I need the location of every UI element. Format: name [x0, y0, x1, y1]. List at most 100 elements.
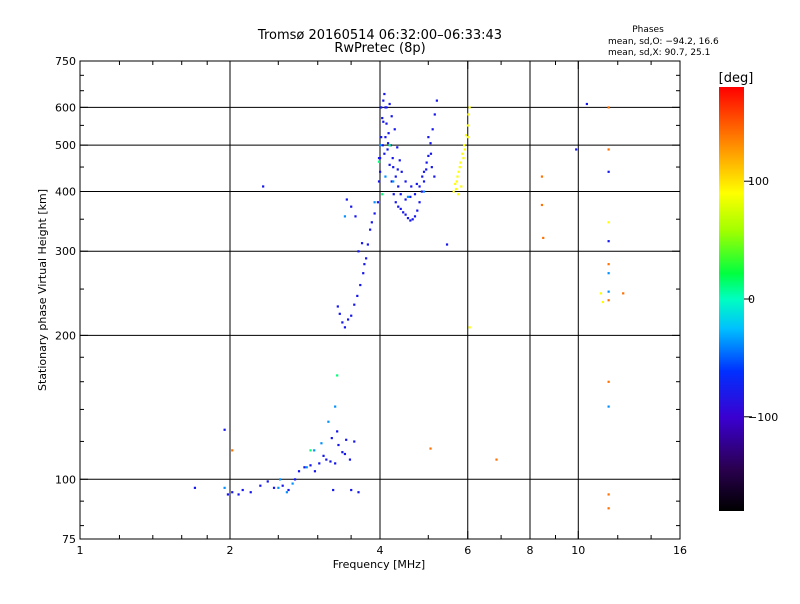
data-point: [399, 207, 402, 211]
colorbar-tick-label: 100: [748, 175, 769, 188]
data-point: [223, 486, 226, 489]
data-point: [394, 201, 397, 204]
data-point: [329, 460, 332, 463]
data-point: [540, 203, 544, 207]
data-point: [402, 211, 405, 214]
data-point: [397, 185, 400, 188]
data-point: [468, 106, 471, 109]
data-point: [601, 300, 605, 304]
data-point: [336, 430, 339, 433]
data-point: [353, 303, 356, 306]
phase-stats: Phases mean, sd,O: −94.2, 16.6 mean, sd,…: [608, 25, 719, 58]
colorbar-tick-label: 0: [748, 293, 755, 306]
y-axis: 75 100 200 300 400 500 600 750: [55, 55, 680, 546]
data-point: [425, 161, 428, 164]
data-point: [354, 215, 357, 218]
data-point: [380, 106, 383, 109]
data-points: [193, 92, 625, 510]
data-point: [388, 144, 391, 147]
data-point: [341, 321, 344, 324]
data-point: [398, 159, 401, 162]
data-point: [599, 292, 603, 295]
data-point: [413, 215, 417, 218]
data-point: [377, 157, 381, 160]
data-point: [406, 195, 410, 198]
data-point: [413, 193, 417, 196]
data-point: [454, 187, 458, 191]
data-point: [381, 144, 384, 147]
data-point: [370, 221, 373, 224]
data-point: [343, 215, 347, 218]
data-point: [468, 326, 471, 329]
data-point: [422, 170, 426, 173]
data-point: [334, 462, 337, 465]
data-point: [341, 451, 344, 454]
y-tick-label: 300: [55, 245, 76, 258]
data-point: [373, 212, 376, 215]
data-point: [377, 180, 381, 183]
phase-stats-x-mode: mean, sd,X: 90.7, 25.1: [608, 48, 710, 58]
data-point: [454, 182, 457, 186]
data-point: [427, 154, 430, 158]
data-point: [345, 198, 348, 201]
data-point: [406, 217, 410, 220]
x-axis: 1 2 4 6 8 10 16: [77, 61, 687, 557]
data-point: [607, 106, 610, 109]
data-point: [404, 213, 407, 216]
data-point: [330, 436, 333, 440]
data-point: [313, 449, 316, 452]
data-point: [277, 486, 280, 489]
data-point: [404, 180, 407, 183]
data-point: [266, 480, 269, 483]
data-point: [421, 175, 424, 178]
data-point: [429, 142, 432, 145]
data-point: [223, 428, 226, 431]
data-point: [463, 144, 466, 147]
data-point: [360, 242, 364, 245]
x-tick-label: 6: [464, 544, 471, 557]
data-point: [420, 190, 423, 193]
data-point: [425, 168, 428, 171]
data-point: [607, 299, 610, 302]
data-point: [400, 170, 403, 173]
data-point: [305, 466, 308, 469]
data-point: [409, 219, 412, 222]
data-point: [418, 185, 421, 188]
data-point: [231, 449, 234, 452]
data-point: [607, 148, 610, 151]
data-point: [433, 175, 436, 178]
colorbar-gradient: [719, 87, 744, 511]
data-point: [409, 195, 412, 198]
data-point: [607, 240, 610, 243]
data-point: [393, 128, 396, 131]
data-point: [262, 185, 265, 188]
data-point: [394, 175, 397, 178]
data-point: [293, 478, 297, 481]
y-tick-label: 750: [55, 55, 76, 68]
data-point: [463, 148, 467, 151]
data-point: [384, 175, 387, 178]
data-point: [429, 447, 432, 450]
data-point: [382, 120, 385, 123]
data-point: [422, 180, 426, 183]
data-point: [369, 228, 372, 231]
data-point: [381, 193, 384, 196]
data-point: [416, 209, 419, 212]
data-point: [429, 152, 433, 155]
data-point: [397, 205, 400, 208]
data-point: [445, 243, 449, 246]
x-tick-label: 10: [571, 544, 585, 557]
data-point: [346, 318, 350, 321]
data-point: [363, 263, 366, 266]
data-point: [607, 507, 610, 510]
data-point: [396, 168, 399, 171]
data-point: [607, 221, 610, 224]
data-point: [309, 464, 312, 467]
data-point: [362, 272, 365, 275]
data-point: [279, 478, 282, 481]
y-tick-label: 75: [62, 533, 76, 546]
data-point: [303, 466, 306, 469]
data-point: [607, 263, 610, 266]
data-point: [466, 136, 469, 139]
